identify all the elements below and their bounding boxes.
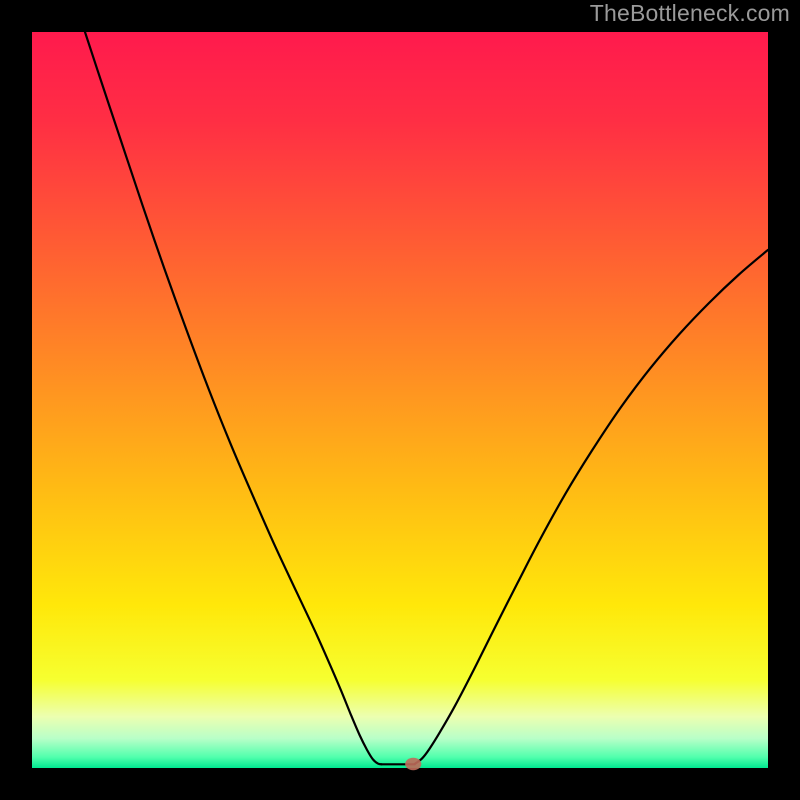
plot-background-gradient xyxy=(32,32,768,768)
watermark-text: TheBottleneck.com xyxy=(590,0,790,27)
minimum-marker xyxy=(405,758,421,771)
bottleneck-chart xyxy=(0,0,800,800)
